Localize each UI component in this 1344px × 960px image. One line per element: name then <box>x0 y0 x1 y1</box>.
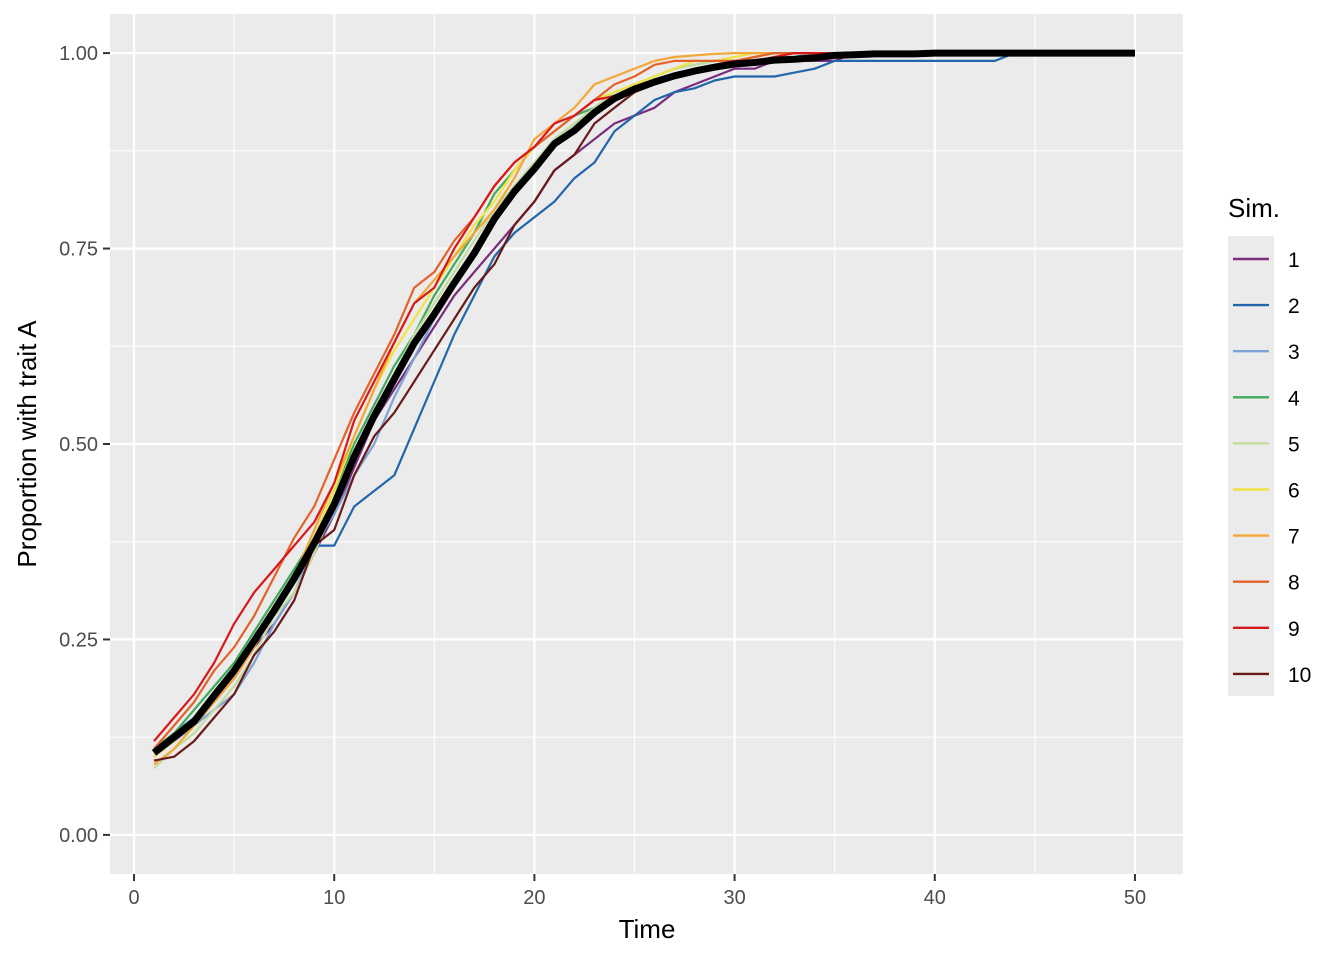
legend-label-3: 3 <box>1288 341 1300 364</box>
x-tick-label: 0 <box>128 887 139 909</box>
x-tick-label: 30 <box>723 887 745 909</box>
legend-label-9: 9 <box>1288 618 1300 641</box>
legend-label-7: 7 <box>1288 526 1300 549</box>
x-axis-title: Time <box>619 914 676 944</box>
legend-label-1: 1 <box>1288 249 1300 272</box>
legend-title: Sim. <box>1228 193 1280 223</box>
mean-line-group <box>151 49 1135 756</box>
y-tick-label: 0.25 <box>59 629 98 651</box>
mean-line <box>151 49 1135 756</box>
legend-label-6: 6 <box>1288 480 1300 503</box>
y-tick-label: 0.75 <box>59 239 98 261</box>
legend-label-2: 2 <box>1288 295 1300 318</box>
x-tick-label: 20 <box>523 887 545 909</box>
legend: Sim. 1 2 3 4 5 6 7 8 9 10 <box>1228 193 1311 696</box>
y-tick-label: 0.50 <box>59 434 98 456</box>
y-axis: 0.00 0.25 0.50 0.75 1.00 <box>59 43 110 847</box>
legend-key-background <box>1228 236 1274 696</box>
legend-label-5: 5 <box>1288 433 1300 456</box>
y-tick-label: 0.00 <box>59 825 98 847</box>
x-tick-label: 40 <box>924 887 946 909</box>
x-tick-label: 50 <box>1124 887 1146 909</box>
y-axis-title: Proportion with trait A <box>12 320 42 568</box>
y-tick-label: 1.00 <box>59 43 98 65</box>
x-axis: 0 10 20 30 40 50 <box>128 874 1146 909</box>
legend-label-10: 10 <box>1288 664 1311 687</box>
x-tick-label: 10 <box>323 887 345 909</box>
legend-label-8: 8 <box>1288 572 1300 595</box>
legend-label-4: 4 <box>1288 387 1300 410</box>
